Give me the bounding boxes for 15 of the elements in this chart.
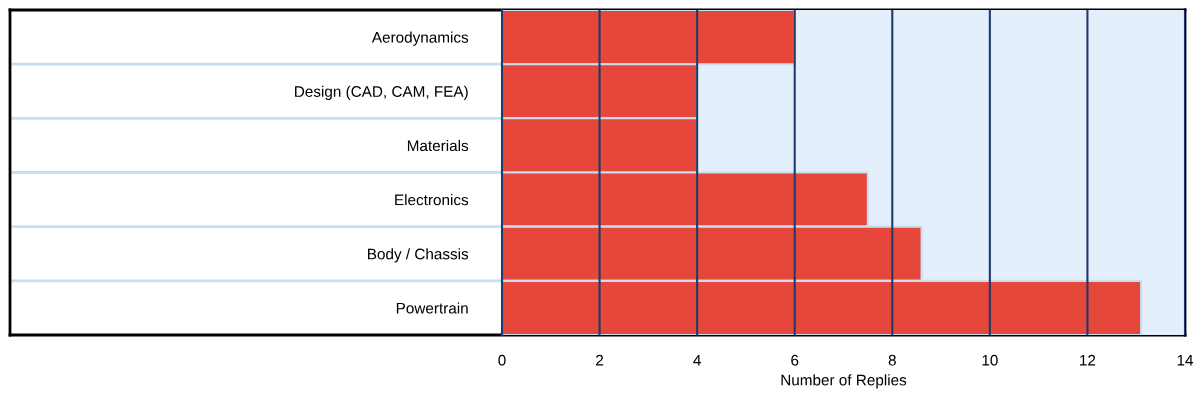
x-tick-label: 8 (888, 354, 896, 366)
y-tick-label: Design (CAD, CAM, FEA) (295, 85, 468, 100)
x-tick-label: 10 (982, 354, 998, 366)
y-tick-label: Body / Chassis (368, 248, 469, 263)
y-tick-label: Aerodynamics (371, 31, 469, 46)
x-tick-label: 6 (791, 354, 799, 366)
x-tick-label: 0 (498, 354, 506, 366)
x-axis-title: Number of Replies (781, 374, 907, 389)
x-tick-label: 12 (1080, 354, 1096, 366)
y-tick-label: Materials (407, 139, 469, 152)
y-tick-label: Powertrain (396, 302, 468, 314)
x-tick-label: 14 (1177, 355, 1194, 366)
y-tick-label: Electronics (395, 194, 469, 206)
x-tick-label: 4 (693, 355, 701, 366)
x-tick-label: 2 (596, 354, 604, 366)
